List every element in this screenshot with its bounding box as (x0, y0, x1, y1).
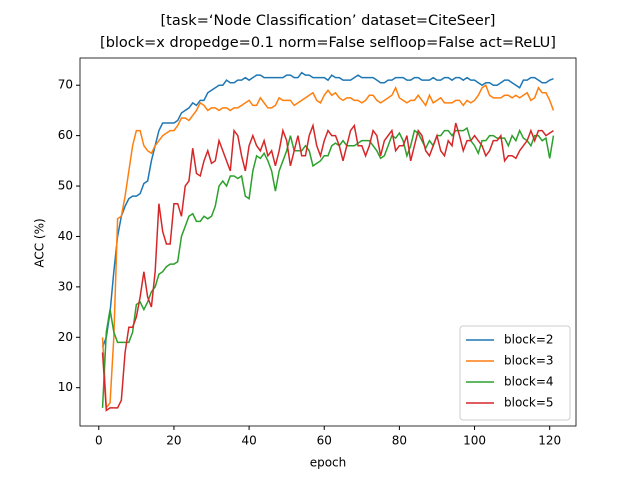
legend-label: block=4 (504, 375, 554, 389)
series-line (101, 126, 555, 408)
legend-box (459, 325, 571, 421)
y-axis-label: ACC (%) (33, 218, 47, 267)
chart-title: [task=‘Node Classification’ dataset=Cite… (161, 13, 496, 29)
plot-frame (79, 57, 577, 427)
y-tick-label: 20 (58, 330, 73, 344)
y-tick-label: 30 (58, 279, 73, 293)
y-tick-label: 70 (58, 78, 73, 92)
series-line (101, 71, 554, 348)
x-tick-label: 100 (463, 434, 486, 448)
x-tick-label: 0 (95, 434, 103, 448)
x-tick-label: 40 (241, 434, 256, 448)
series-line (101, 122, 554, 412)
legend-label: block=5 (504, 396, 554, 410)
x-axis-label: epoch (310, 456, 347, 470)
y-tick-label: 10 (58, 380, 73, 394)
x-tick-label: 80 (392, 434, 407, 448)
y-tick-label: 50 (58, 179, 73, 193)
x-tick-label: 120 (538, 434, 561, 448)
x-tick-label: 60 (317, 434, 332, 448)
y-tick-label: 60 (58, 128, 73, 142)
legend-label: block=3 (504, 354, 554, 368)
series-line (101, 84, 555, 410)
legend-label: block=2 (504, 333, 554, 347)
x-tick-label: 20 (166, 434, 181, 448)
chart-title: [block=x dropedge=0.1 norm=False selfloo… (100, 35, 556, 51)
y-tick-label: 40 (58, 229, 73, 243)
